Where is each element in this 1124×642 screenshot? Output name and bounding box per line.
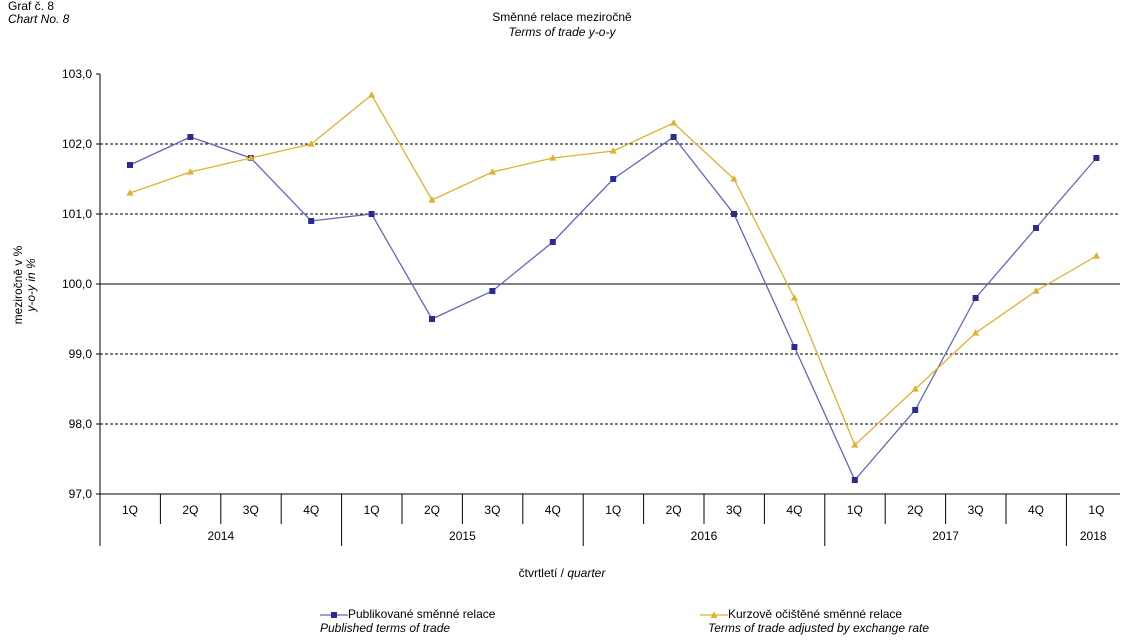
x-tick-label: 4Q bbox=[1028, 503, 1044, 517]
x-tick-label: 2Q bbox=[907, 503, 923, 517]
axes bbox=[96, 73, 1120, 546]
x-tick-label: 1Q bbox=[364, 503, 380, 517]
data-point bbox=[730, 175, 738, 182]
data-point bbox=[851, 477, 858, 483]
chart-subtitle: Terms of trade y-o-y bbox=[508, 25, 616, 39]
gridlines bbox=[100, 143, 1120, 425]
x-tick-label: 4Q bbox=[303, 503, 319, 517]
data-point bbox=[609, 147, 617, 154]
series-published bbox=[127, 134, 1100, 483]
data-point bbox=[126, 189, 134, 196]
x-tick-label: 1Q bbox=[122, 503, 138, 517]
data-point bbox=[1032, 287, 1040, 294]
x-tick-label: 2Q bbox=[424, 503, 440, 517]
legend-published-label: Publikované směnné relace bbox=[348, 607, 496, 621]
data-point bbox=[851, 441, 859, 448]
data-point bbox=[791, 344, 798, 350]
data-point bbox=[670, 134, 677, 140]
x-year-label: 2015 bbox=[449, 529, 476, 543]
data-point bbox=[489, 288, 496, 294]
chart-number-en: Chart No. 8 bbox=[8, 12, 70, 26]
chart-number-cz: Graf č. 8 bbox=[8, 0, 55, 13]
data-point bbox=[186, 168, 194, 175]
series bbox=[126, 91, 1100, 483]
data-point bbox=[428, 196, 436, 203]
x-axis-label: čtvrtletí / quarter bbox=[0, 566, 1124, 580]
y-axis-label-en: y-o-y in % bbox=[24, 258, 38, 313]
x-tick-label: 2Q bbox=[182, 503, 198, 517]
data-point bbox=[972, 329, 980, 336]
data-point bbox=[368, 211, 375, 217]
y-axis-label: meziročně v % bbox=[11, 245, 25, 324]
data-point bbox=[549, 154, 557, 161]
data-point bbox=[610, 176, 617, 182]
legend-adjusted-marker-icon bbox=[700, 611, 728, 618]
x-axis-label-separator: / bbox=[560, 566, 568, 580]
x-tick-label: 1Q bbox=[605, 503, 621, 517]
data-point bbox=[488, 168, 496, 175]
x-tick-label: 2Q bbox=[666, 503, 682, 517]
data-point bbox=[670, 119, 678, 126]
data-point bbox=[247, 154, 255, 161]
data-point bbox=[549, 239, 556, 245]
x-tick-label: 1Q bbox=[1088, 503, 1104, 517]
data-point bbox=[127, 162, 133, 168]
y-tick-label: 101,0 bbox=[62, 207, 92, 221]
data-point bbox=[187, 134, 194, 140]
y-tick-label: 99,0 bbox=[69, 347, 93, 361]
data-point bbox=[790, 294, 798, 301]
chart-title: Směnné relace meziročně bbox=[492, 10, 632, 24]
data-point bbox=[1033, 225, 1039, 231]
legend-adjusted: Kurzově očištěné směnné relace Terms of … bbox=[700, 607, 929, 635]
legend-adjusted-label-en: Terms of trade adjusted by exchange rate bbox=[708, 621, 930, 635]
x-tick-label: 3Q bbox=[484, 503, 500, 517]
legend-published-label-en: Published terms of trade bbox=[320, 621, 451, 635]
y-tick-label: 103,0 bbox=[62, 67, 92, 81]
data-point bbox=[972, 295, 979, 301]
legend-published-marker-icon bbox=[320, 611, 348, 618]
y-tick-label: 98,0 bbox=[69, 417, 93, 431]
x-year-label: 2017 bbox=[932, 529, 959, 543]
series-line bbox=[129, 136, 1097, 482]
data-point bbox=[308, 218, 315, 224]
x-axis-label-cz: čtvrtletí bbox=[518, 566, 558, 580]
data-point bbox=[731, 211, 737, 217]
x-year-label: 2018 bbox=[1080, 529, 1107, 543]
x-tick-label: 4Q bbox=[545, 503, 561, 517]
data-point bbox=[1092, 252, 1100, 259]
data-point bbox=[368, 91, 376, 98]
legend-adjusted-label: Kurzově očištěné směnné relace bbox=[728, 607, 903, 621]
data-point bbox=[429, 316, 435, 322]
x-axis-label-en: quarter bbox=[567, 566, 606, 580]
x-tick-label: 4Q bbox=[786, 503, 802, 517]
x-tick-label: 3Q bbox=[243, 503, 259, 517]
y-tick-label: 100,0 bbox=[62, 277, 92, 291]
x-tick-label: 1Q bbox=[847, 503, 863, 517]
y-tick-label: 102,0 bbox=[62, 137, 92, 151]
labels: meziročně v % y-o-y in % 103,0 102,0 101,0… bbox=[11, 67, 1107, 543]
x-year-label: 2016 bbox=[691, 529, 718, 543]
legend-published: Publikované směnné relace Published term… bbox=[320, 607, 495, 635]
series-adjusted bbox=[126, 91, 1100, 448]
data-point bbox=[912, 407, 919, 413]
data-point bbox=[911, 385, 919, 392]
data-point bbox=[1093, 155, 1100, 161]
y-tick-label: 97,0 bbox=[69, 487, 93, 501]
data-point bbox=[307, 140, 315, 147]
x-tick-label: 3Q bbox=[968, 503, 984, 517]
x-year-label: 2014 bbox=[207, 529, 234, 543]
x-tick-label: 3Q bbox=[726, 503, 742, 517]
